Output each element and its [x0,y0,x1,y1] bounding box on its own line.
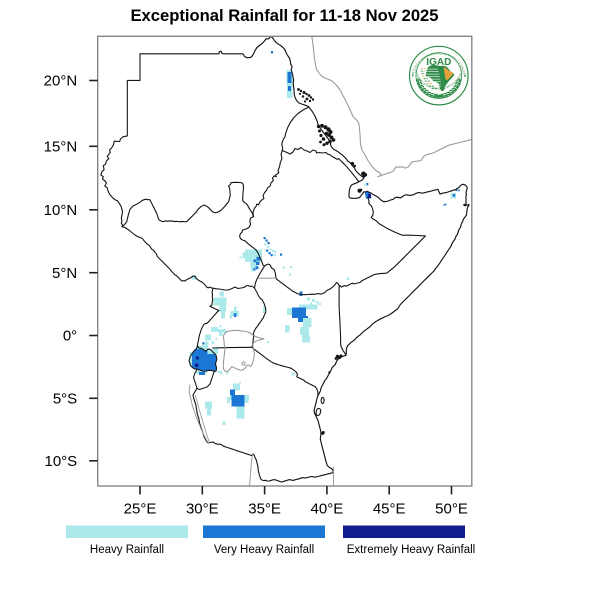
svg-text:Heavy Rainfall: Heavy Rainfall [90,544,164,556]
svg-text:50°E: 50°E [435,501,468,518]
svg-text:0°: 0° [63,328,77,345]
svg-text:10°N: 10°N [44,202,78,219]
svg-text:Exceptional Rainfall for 11-18: Exceptional Rainfall for 11-18 Nov 2025 [130,6,438,25]
svg-text:10°S: 10°S [44,453,77,470]
svg-text:Very Heavy Rainfall: Very Heavy Rainfall [214,544,314,556]
svg-text:30°E: 30°E [186,501,219,518]
svg-text:45°E: 45°E [373,501,406,518]
svg-text:35°E: 35°E [248,501,281,518]
svg-text:5°N: 5°N [52,265,77,282]
svg-text:40°E: 40°E [311,501,344,518]
svg-text:Extremely Heavy Rainfall: Extremely Heavy Rainfall [347,544,475,556]
svg-text:5°S: 5°S [53,391,77,408]
svg-text:25°E: 25°E [124,501,157,518]
svg-text:15°N: 15°N [44,139,78,156]
svg-text:IGAD: IGAD [426,57,451,68]
svg-text:20°N: 20°N [44,73,78,90]
